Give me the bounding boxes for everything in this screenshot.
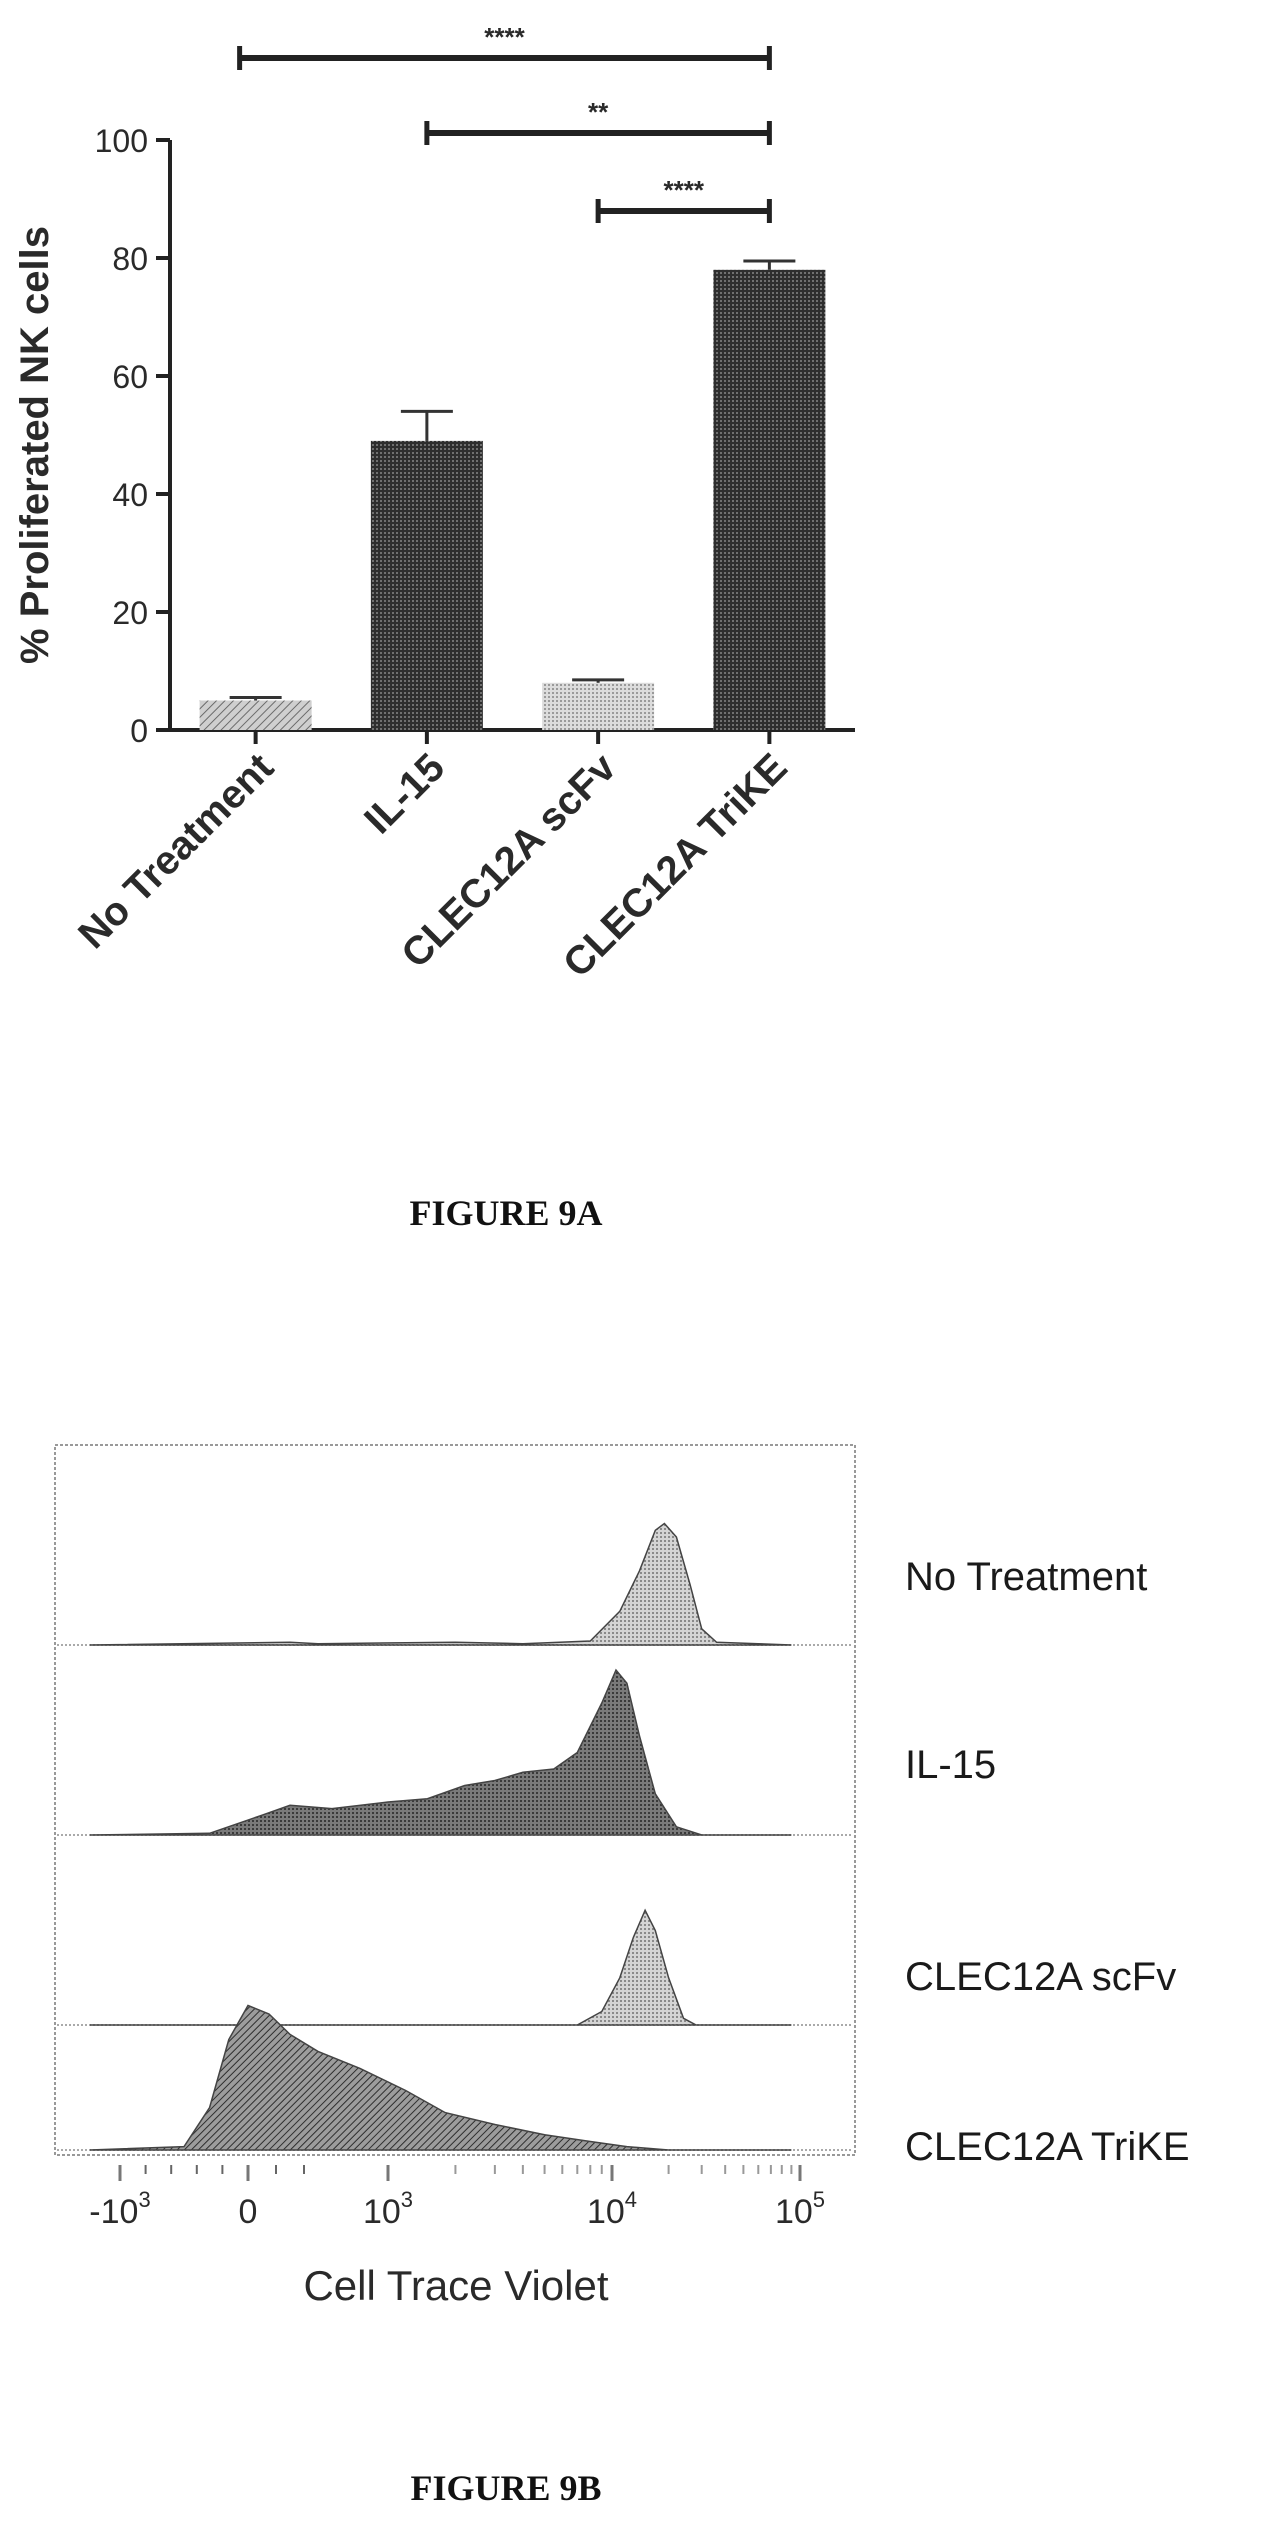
significance-bracket: **** — [595, 175, 772, 223]
y-tick-label: 80 — [112, 241, 148, 277]
series-label: CLEC12A TriKE — [905, 2125, 1190, 2169]
significance-bracket: ** — [424, 97, 772, 145]
histogram-series: No Treatment IL-15 CLEC12A scFv CLEC12A Tri… — [57, 1522, 1190, 2169]
category-label: IL-15 — [356, 745, 453, 842]
bar — [542, 682, 655, 730]
figure-caption-9b: FIGURE 9B — [410, 2468, 601, 2508]
histogram-series-1: IL-15 — [57, 1668, 996, 1836]
histogram-series-2: CLEC12A scFv — [57, 1908, 1176, 2026]
histogram-frame — [54, 1444, 856, 2156]
histogram-series-0: No Treatment — [57, 1522, 1147, 1646]
significance-brackets: ********** — [237, 22, 772, 223]
series-label: CLEC12A scFv — [905, 1955, 1176, 1999]
x-tick-label: 104 — [587, 2187, 637, 2231]
significance-label: ** — [588, 97, 609, 127]
figure-caption-9a: FIGURE 9A — [409, 1193, 602, 1233]
y-tick-label: 100 — [95, 123, 148, 159]
y-tick-label: 60 — [112, 359, 148, 395]
histogram-area — [89, 1522, 792, 1646]
category-label: No Treatment — [70, 745, 282, 957]
bar — [199, 700, 312, 730]
histogram-area — [89, 1668, 792, 1836]
y-tick-label: 40 — [112, 477, 148, 513]
x-tick-label: 103 — [363, 2187, 413, 2231]
bar — [370, 440, 483, 730]
histogram-series-3: CLEC12A TriKE — [57, 2004, 1190, 2169]
bar-chart-bars — [199, 259, 826, 730]
histogram-area — [89, 2004, 792, 2151]
x-tick-label: 0 — [239, 2193, 258, 2231]
significance-label: **** — [484, 22, 525, 52]
y-tick-label: 0 — [130, 713, 148, 749]
histogram-area — [90, 1908, 792, 2026]
y-axis-label: % Proliferated NK cells — [13, 226, 57, 664]
significance-label: **** — [664, 175, 705, 205]
histogram-chart: No Treatment IL-15 CLEC12A scFv CLEC12A Tri… — [54, 1444, 1190, 2508]
series-label: IL-15 — [905, 1743, 996, 1787]
significance-bracket: **** — [237, 22, 772, 70]
bar — [713, 269, 826, 730]
series-label: No Treatment — [905, 1555, 1147, 1599]
histogram-x-axis: -103 0 103 104 105 — [89, 2165, 825, 2231]
x-tick-label: -103 — [89, 2187, 150, 2231]
x-tick-label: 105 — [775, 2187, 825, 2231]
y-tick-label: 20 — [112, 595, 148, 631]
x-axis-label: Cell Trace Violet — [303, 2262, 608, 2309]
